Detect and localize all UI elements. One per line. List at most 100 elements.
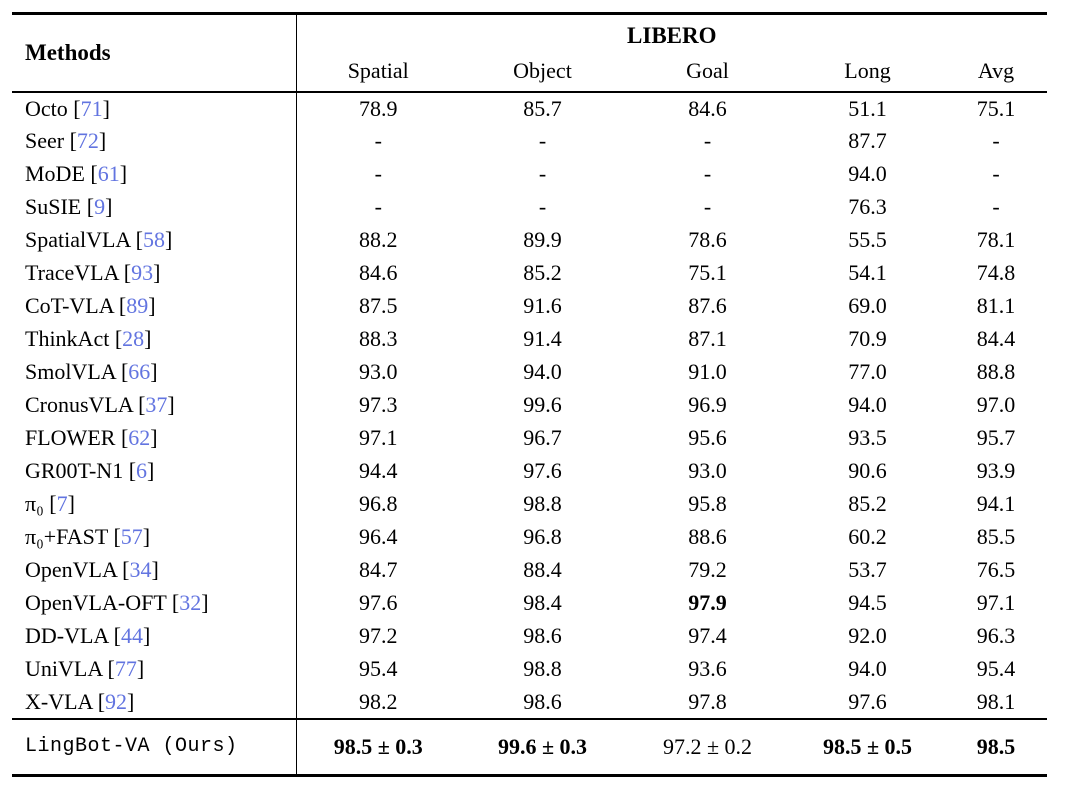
citation-ref: 28	[122, 326, 145, 351]
value-cell: 87.7	[848, 128, 887, 153]
value-cell: 90.6	[848, 458, 887, 483]
citation-ref: 93	[131, 260, 154, 285]
method-cell: OpenVLA [34]	[12, 553, 297, 587]
method-name: OpenVLA	[25, 557, 117, 582]
value-cell: 96.9	[688, 392, 727, 417]
value-cell: 97.0	[976, 392, 1016, 417]
table-footer: LingBot-VA (Ours) 98.5 ± 0.3 99.6 ± 0.3 97…	[12, 718, 1048, 776]
value-cell: 79.2	[688, 557, 727, 582]
value-cell: 60.2	[848, 524, 887, 549]
value-cell: 94.0	[848, 392, 887, 417]
citation-ref: 92	[105, 688, 128, 714]
value-cell: 81.1	[976, 293, 1016, 318]
value-cell: 97.1	[359, 425, 398, 450]
ours-method-label: LingBot-VA (Ours)	[12, 718, 297, 776]
method-cell: UniVLA [77]	[12, 652, 297, 686]
value-cell: 97.3	[359, 392, 398, 417]
table-row: OpenVLA-OFT [32] 97.6 98.4 97.9 94.5 97.1	[12, 586, 1047, 620]
value-cell: -	[538, 194, 547, 219]
value-cell: -	[992, 194, 1000, 219]
value-cell: 78.1	[976, 227, 1016, 252]
table-row: SuSIE [9] - - - 76.3 -	[12, 190, 1047, 224]
value-cell: 94.5	[848, 590, 887, 615]
value-cell: -	[703, 194, 712, 219]
value-cell: 88.4	[523, 557, 562, 582]
method-name: SuSIE	[25, 194, 82, 219]
table-row: DD-VLA [44] 97.2 98.6 97.4 92.0 96.3	[12, 619, 1047, 653]
method-cell: SpatialVLA [58]	[12, 223, 297, 257]
value-cell: 94.4	[359, 458, 398, 483]
value-cell: -	[703, 128, 712, 153]
value-cell: 85.5	[976, 524, 1016, 549]
table-row: TraceVLA [93] 84.6 85.2 75.1 54.1 74.8	[12, 256, 1047, 290]
citation-ref: 71	[80, 95, 103, 121]
method-cell: CoT-VLA [89]	[12, 289, 297, 323]
value-cell: 97.9	[688, 590, 727, 615]
citation-ref: 89	[126, 293, 149, 318]
value-cell: 77.0	[848, 359, 887, 384]
method-name: GR00T-N1	[25, 458, 124, 483]
column-header-avg: Avg	[977, 57, 1015, 83]
paper-page: Methods LIBERO Spatial Object Goal Long …	[0, 12, 1080, 807]
value-cell: 94.0	[848, 656, 887, 681]
table-row: Seer [72] - - - 87.7 -	[12, 124, 1047, 158]
value-cell: 88.2	[359, 227, 398, 252]
method-cell: SuSIE [9]	[12, 190, 297, 224]
method-name: DD-VLA	[25, 623, 109, 648]
value-cell: 91.0	[688, 359, 727, 384]
value-cell: 53.7	[848, 557, 887, 582]
value-cell: 85.7	[523, 95, 562, 121]
method-cell: CronusVLA [37]	[12, 388, 297, 422]
value-cell: 70.9	[848, 326, 887, 351]
value-cell: 55.5	[848, 227, 887, 252]
value-cell: 97.2	[359, 623, 398, 648]
value-cell: 97.4	[688, 623, 727, 648]
method-name: X-VLA	[25, 688, 93, 714]
value-cell: 93.6	[688, 656, 727, 681]
method-name: MoDE	[25, 161, 85, 186]
value-cell: 54.1	[848, 260, 887, 285]
value-cell: 97.6	[359, 590, 398, 615]
table-row: OpenVLA [34] 84.7 88.4 79.2 53.7 76.5	[12, 553, 1047, 587]
method-cell: FLOWER [62]	[12, 421, 297, 455]
method-name: π₀+FAST	[25, 524, 108, 549]
footer-value-cell: 98.5 ± 0.5	[822, 733, 913, 759]
method-cell: OpenVLA-OFT [32]	[12, 586, 297, 620]
table-row: MoDE [61] - - - 94.0 -	[12, 157, 1047, 191]
citation-ref: 58	[142, 227, 165, 252]
value-cell: -	[703, 161, 712, 186]
table-row: UniVLA [77] 95.4 98.8 93.6 94.0 95.4	[12, 652, 1047, 686]
value-cell: 98.4	[523, 590, 562, 615]
value-cell: 76.3	[848, 194, 887, 219]
value-cell: 97.6	[523, 458, 562, 483]
value-cell: 69.0	[848, 293, 887, 318]
table-row: SmolVLA [66] 93.0 94.0 91.0 77.0 88.8	[12, 355, 1047, 389]
value-cell: -	[374, 128, 382, 153]
citation-ref: 37	[145, 392, 168, 417]
value-cell: 51.1	[848, 95, 887, 121]
method-cell: Seer [72]	[12, 124, 297, 158]
table-row: X-VLA [92] 98.2 98.6 97.8 97.6 98.1	[12, 685, 1047, 719]
method-cell: GR00T-N1 [6]	[12, 454, 297, 488]
method-cell: TraceVLA [93]	[12, 256, 297, 290]
table-row: ThinkAct [28] 88.3 91.4 87.1 70.9 84.4	[12, 322, 1047, 356]
table-row: CoT-VLA [89] 87.5 91.6 87.6 69.0 81.1	[12, 289, 1047, 323]
value-cell: 93.5	[848, 425, 887, 450]
method-cell: π₀ [7]	[12, 487, 297, 521]
value-cell: 96.7	[523, 425, 562, 450]
table-body: Octo [71] 78.9 85.7 84.6 51.1 75.1 Seer [72] - -…	[12, 91, 1047, 719]
value-cell: -	[374, 161, 382, 186]
value-cell: 95.6	[688, 425, 727, 450]
value-cell: 84.6	[359, 260, 398, 285]
footer-value-cell: 98.5 ± 0.3	[333, 733, 423, 759]
citation-ref: 9	[94, 194, 106, 219]
value-cell: -	[538, 128, 547, 153]
value-cell: 91.4	[523, 326, 562, 351]
method-name: SmolVLA	[25, 359, 116, 384]
value-cell: 92.0	[848, 623, 887, 648]
method-cell: π₀+FAST [57]	[12, 520, 297, 554]
citation-ref: 57	[120, 524, 143, 549]
footer-value-cell: 99.6 ± 0.3	[497, 733, 588, 759]
value-cell: 88.6	[688, 524, 727, 549]
citation-ref: 77	[114, 656, 137, 681]
